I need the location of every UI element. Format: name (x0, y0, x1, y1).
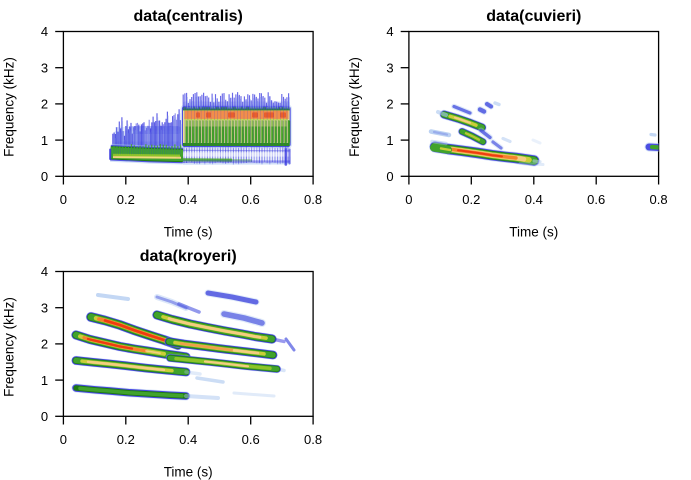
svg-text:2: 2 (41, 337, 48, 352)
svg-text:0.4: 0.4 (179, 192, 197, 207)
svg-text:0: 0 (386, 169, 393, 184)
svg-text:0.6: 0.6 (242, 192, 260, 207)
svg-text:4: 4 (41, 264, 48, 279)
svg-text:Time (s): Time (s) (164, 464, 213, 479)
svg-text:data(centralis): data(centralis) (134, 8, 243, 25)
svg-text:3: 3 (41, 60, 48, 75)
svg-text:data(kroyeri): data(kroyeri) (140, 248, 237, 265)
svg-text:data(cuvieri): data(cuvieri) (486, 8, 581, 25)
svg-text:0.6: 0.6 (242, 432, 260, 447)
svg-text:2: 2 (386, 97, 393, 112)
svg-text:0.4: 0.4 (525, 192, 543, 207)
svg-text:2: 2 (41, 97, 48, 112)
svg-text:1: 1 (41, 133, 48, 148)
svg-text:3: 3 (386, 60, 393, 75)
svg-text:0.2: 0.2 (117, 192, 135, 207)
svg-text:Frequency (kHz): Frequency (kHz) (347, 57, 362, 157)
svg-text:Frequency (kHz): Frequency (kHz) (1, 297, 16, 397)
svg-text:4: 4 (41, 24, 48, 39)
svg-text:0: 0 (41, 409, 48, 424)
svg-text:0: 0 (60, 192, 67, 207)
svg-text:1: 1 (41, 373, 48, 388)
svg-text:Time (s): Time (s) (509, 224, 558, 239)
svg-text:0.8: 0.8 (650, 192, 668, 207)
svg-text:0.4: 0.4 (179, 432, 197, 447)
svg-text:1: 1 (386, 133, 393, 148)
svg-text:0: 0 (41, 169, 48, 184)
svg-text:Frequency (kHz): Frequency (kHz) (1, 57, 16, 157)
svg-text:0.8: 0.8 (304, 192, 322, 207)
svg-text:0.2: 0.2 (117, 432, 135, 447)
svg-text:0: 0 (405, 192, 412, 207)
svg-text:0.6: 0.6 (587, 192, 605, 207)
svg-text:Time (s): Time (s) (164, 224, 213, 239)
svg-text:0.8: 0.8 (304, 432, 322, 447)
svg-text:0: 0 (60, 432, 67, 447)
svg-text:0.2: 0.2 (462, 192, 480, 207)
svg-text:3: 3 (41, 300, 48, 315)
svg-text:4: 4 (386, 24, 393, 39)
